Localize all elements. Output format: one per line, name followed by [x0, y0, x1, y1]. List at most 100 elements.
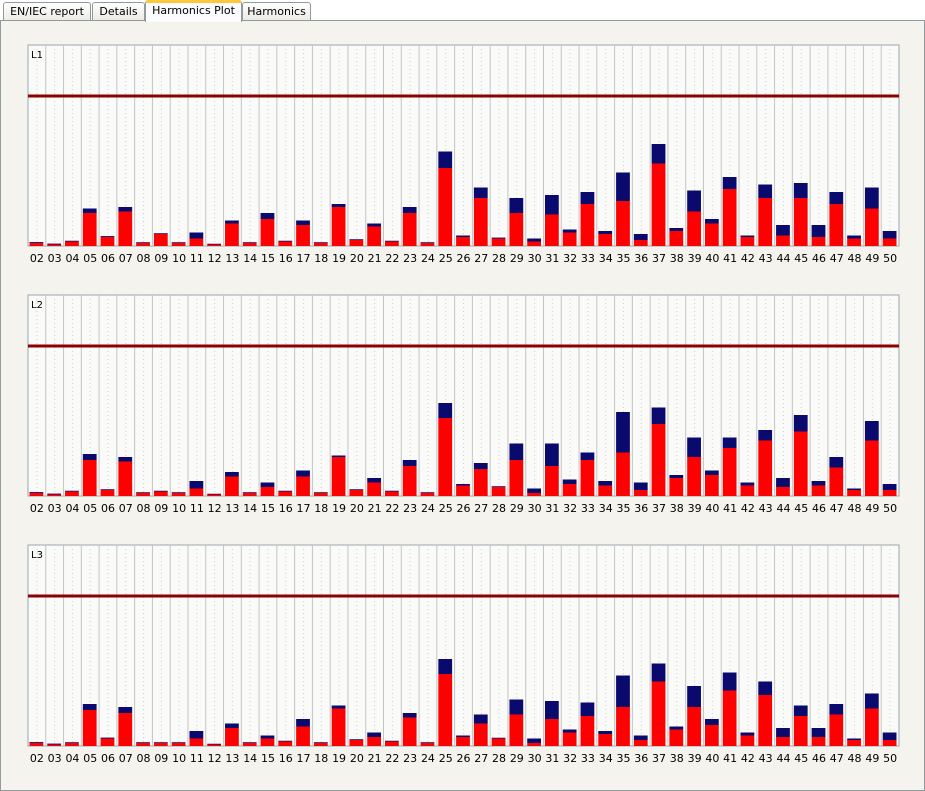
bar-top-04 — [65, 490, 79, 492]
bar-05 — [82, 710, 97, 746]
bar-top-18 — [313, 742, 328, 743]
bar-top-39 — [687, 190, 701, 212]
bar-26 — [456, 237, 470, 246]
tick-label-22: 22 — [385, 752, 399, 765]
bar-10 — [171, 493, 186, 496]
bar-26 — [456, 737, 470, 746]
bar-38 — [669, 478, 684, 496]
harmonics-plots: 02 03 04 05 06 07 08 09 10 11 12 13 14 15 16 17 18 19 20 21… — [27, 44, 900, 765]
bar-46 — [811, 485, 826, 496]
tick-label-04: 04 — [65, 502, 79, 515]
bar-top-14 — [242, 742, 257, 743]
bar-28 — [491, 738, 506, 746]
tab-harmonics-plot[interactable]: Harmonics Plot — [145, 0, 242, 22]
tick-label-48: 48 — [848, 752, 862, 765]
bar-33 — [580, 716, 595, 746]
bar-06 — [100, 237, 115, 246]
bar-top-47 — [829, 457, 844, 468]
bar-23 — [402, 466, 417, 496]
bar-27 — [473, 469, 488, 496]
bar-top-28 — [491, 486, 506, 487]
bar-03 — [47, 244, 62, 246]
bar-23 — [402, 213, 417, 246]
bar-top-40 — [704, 219, 719, 224]
bar-top-44 — [776, 728, 790, 737]
bar-top-23 — [402, 207, 417, 213]
bar-11 — [189, 738, 204, 746]
bar-15 — [260, 219, 275, 246]
bar-top-05 — [82, 454, 97, 460]
bar-top-30 — [527, 488, 541, 493]
bar-47 — [829, 467, 844, 496]
bar-top-25 — [438, 403, 453, 418]
tick-label-32: 32 — [563, 252, 577, 265]
bar-14 — [242, 243, 257, 246]
bar-top-37 — [651, 663, 666, 682]
bar-03 — [47, 744, 62, 746]
tick-label-02: 02 — [30, 252, 44, 265]
bar-top-30 — [527, 738, 541, 743]
bar-top-29 — [509, 443, 524, 460]
bar-22 — [385, 741, 399, 746]
tick-label-34: 34 — [599, 502, 613, 515]
tick-label-11: 11 — [190, 502, 204, 515]
tick-label-20: 20 — [350, 752, 364, 765]
tick-label-29: 29 — [510, 252, 524, 265]
bar-top-35 — [616, 675, 630, 707]
bar-15 — [260, 738, 275, 746]
bar-40 — [704, 223, 719, 246]
tick-label-38: 38 — [670, 752, 684, 765]
tick-label-24: 24 — [421, 502, 435, 515]
bar-36 — [633, 740, 648, 746]
bar-top-06 — [100, 489, 115, 490]
tick-label-03: 03 — [48, 502, 62, 515]
bar-27 — [473, 198, 488, 246]
tick-label-37: 37 — [652, 752, 666, 765]
bar-42 — [740, 735, 755, 746]
bar-39 — [687, 457, 701, 496]
bar-top-25 — [438, 151, 453, 168]
tick-label-05: 05 — [83, 502, 97, 515]
bar-17 — [296, 476, 310, 496]
tick-label-45: 45 — [794, 252, 808, 265]
tab-harmonics[interactable]: Harmonics — [242, 2, 311, 20]
tab-en-iec-report[interactable]: EN/IEC report — [3, 2, 91, 20]
tab-bar: EN/IEC report Details Harmonics Plot Har… — [0, 0, 925, 22]
bar-41 — [722, 690, 737, 746]
bar-top-20 — [349, 239, 364, 240]
tick-label-12: 12 — [208, 502, 222, 515]
bar-28 — [491, 238, 506, 246]
bar-top-43 — [758, 681, 773, 695]
bar-top-02 — [29, 742, 44, 743]
bar-43 — [758, 198, 773, 246]
tab-details[interactable]: Details — [92, 2, 145, 20]
tick-label-09: 09 — [154, 252, 168, 265]
bar-top-11 — [189, 232, 204, 239]
bar-44 — [776, 737, 790, 746]
tick-label-35: 35 — [616, 502, 630, 515]
bar-34 — [598, 234, 613, 246]
bar-top-49 — [864, 421, 879, 441]
tick-label-02: 02 — [30, 502, 44, 515]
chart-l1: 02 03 04 05 06 07 08 09 10 11 12 13 14 15 16 17 18 19 20 21… — [27, 44, 900, 265]
tick-label-34: 34 — [599, 252, 613, 265]
bar-top-46 — [811, 225, 826, 237]
tick-label-23: 23 — [403, 502, 417, 515]
bar-top-16 — [278, 740, 293, 742]
bar-top-09 — [153, 490, 168, 492]
tick-label-20: 20 — [350, 252, 364, 265]
bar-13 — [225, 728, 239, 746]
tick-label-25: 25 — [439, 752, 453, 765]
tick-label-05: 05 — [83, 252, 97, 265]
tick-label-04: 04 — [65, 252, 79, 265]
tick-label-03: 03 — [48, 252, 62, 265]
bar-top-04 — [65, 240, 79, 242]
bar-02 — [29, 493, 44, 496]
bar-top-44 — [776, 225, 790, 236]
bar-top-10 — [171, 492, 186, 493]
bar-05 — [82, 213, 97, 246]
bar-18 — [313, 493, 328, 496]
tick-label-32: 32 — [563, 752, 577, 765]
tick-label-38: 38 — [670, 502, 684, 515]
bar-top-50 — [882, 484, 897, 490]
